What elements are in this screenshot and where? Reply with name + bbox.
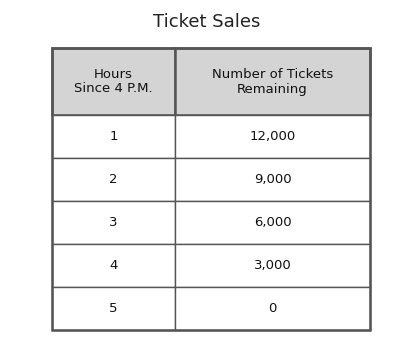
Bar xyxy=(52,158,175,201)
Text: Ticket Sales: Ticket Sales xyxy=(153,13,260,31)
Text: 4: 4 xyxy=(109,259,117,272)
Text: Hours
Since 4 P.M.: Hours Since 4 P.M. xyxy=(74,67,152,96)
Bar xyxy=(52,201,175,244)
Text: 3,000: 3,000 xyxy=(253,259,291,272)
Text: 1: 1 xyxy=(109,130,117,143)
Bar xyxy=(52,48,175,115)
Bar xyxy=(175,48,369,115)
Bar xyxy=(175,115,369,158)
Bar xyxy=(52,287,175,330)
Bar xyxy=(175,244,369,287)
Text: 9,000: 9,000 xyxy=(253,173,291,186)
Text: Number of Tickets
Remaining: Number of Tickets Remaining xyxy=(211,67,332,96)
Text: 6,000: 6,000 xyxy=(253,216,291,229)
Text: 2: 2 xyxy=(109,173,117,186)
Bar xyxy=(175,158,369,201)
Text: 12,000: 12,000 xyxy=(249,130,295,143)
Text: 5: 5 xyxy=(109,302,117,315)
Bar xyxy=(175,287,369,330)
Bar xyxy=(52,244,175,287)
Text: 0: 0 xyxy=(268,302,276,315)
Text: 3: 3 xyxy=(109,216,117,229)
Bar xyxy=(175,201,369,244)
Bar xyxy=(52,48,369,330)
Bar xyxy=(52,115,175,158)
